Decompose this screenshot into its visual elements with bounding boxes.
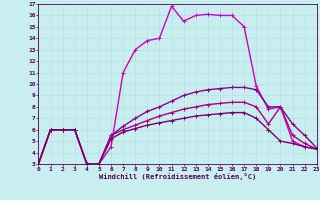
X-axis label: Windchill (Refroidissement éolien,°C): Windchill (Refroidissement éolien,°C) [99,173,256,180]
